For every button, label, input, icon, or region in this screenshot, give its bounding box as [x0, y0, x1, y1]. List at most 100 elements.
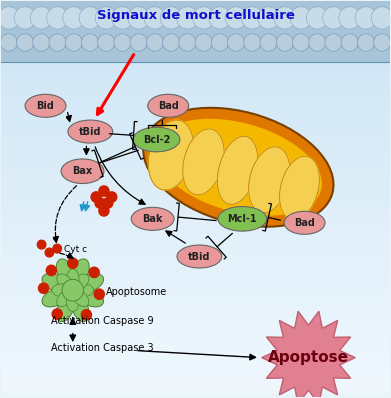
Polygon shape	[183, 129, 224, 195]
Circle shape	[94, 289, 104, 299]
Text: Bad: Bad	[294, 218, 315, 228]
Circle shape	[290, 7, 312, 29]
Ellipse shape	[74, 284, 94, 297]
Text: Mcl-1: Mcl-1	[228, 214, 257, 224]
Circle shape	[241, 7, 263, 29]
Circle shape	[37, 240, 46, 249]
Bar	[1, 65, 390, 70]
Bar	[1, 154, 390, 159]
Polygon shape	[149, 120, 194, 190]
Bar	[1, 85, 390, 90]
Text: Bcl-2: Bcl-2	[143, 135, 170, 144]
Circle shape	[111, 7, 133, 29]
Circle shape	[63, 7, 85, 29]
Text: Activation Caspase 9: Activation Caspase 9	[51, 316, 154, 326]
Bar	[1, 239, 390, 244]
Bar	[1, 16, 390, 21]
Ellipse shape	[155, 119, 322, 216]
Bar	[1, 164, 390, 169]
Bar	[1, 377, 390, 382]
Bar	[1, 50, 390, 55]
Bar	[1, 40, 390, 45]
Circle shape	[163, 34, 180, 51]
Bar	[1, 189, 390, 194]
Circle shape	[176, 7, 198, 29]
Circle shape	[103, 198, 113, 208]
Circle shape	[98, 34, 115, 51]
Bar	[1, 268, 390, 273]
Circle shape	[16, 34, 34, 51]
Bar	[1, 125, 390, 130]
Circle shape	[99, 206, 109, 216]
Circle shape	[325, 34, 342, 51]
Ellipse shape	[42, 273, 66, 291]
Circle shape	[193, 7, 215, 29]
Bar	[1, 263, 390, 268]
Bar	[1, 100, 390, 105]
Circle shape	[260, 34, 277, 51]
Bar	[1, 90, 390, 95]
Circle shape	[38, 283, 48, 293]
Text: Activation Caspase 3: Activation Caspase 3	[51, 343, 154, 353]
Bar	[1, 254, 390, 258]
Ellipse shape	[66, 292, 79, 312]
Circle shape	[276, 34, 293, 51]
Ellipse shape	[25, 94, 66, 117]
Bar	[1, 387, 390, 392]
Circle shape	[228, 34, 245, 51]
Circle shape	[49, 34, 66, 51]
Ellipse shape	[56, 259, 74, 283]
Text: tBid: tBid	[188, 252, 211, 261]
Text: Bid: Bid	[37, 101, 54, 111]
Bar	[1, 288, 390, 293]
Circle shape	[274, 7, 296, 29]
Bar	[1, 149, 390, 154]
Circle shape	[146, 34, 163, 51]
Bar	[1, 244, 390, 249]
Circle shape	[308, 34, 326, 51]
Circle shape	[160, 7, 182, 29]
Ellipse shape	[148, 94, 189, 117]
Circle shape	[0, 34, 17, 51]
Bar	[1, 60, 390, 65]
Circle shape	[107, 192, 117, 202]
Text: Bax: Bax	[72, 166, 93, 176]
Bar	[1, 30, 390, 35]
Bar	[1, 318, 390, 323]
Bar	[1, 353, 390, 358]
Bar	[1, 313, 390, 318]
Circle shape	[323, 7, 344, 29]
Bar	[1, 55, 390, 60]
Bar	[1, 110, 390, 115]
Bar	[1, 135, 390, 140]
Circle shape	[357, 34, 375, 51]
Circle shape	[47, 7, 68, 29]
Text: Apoptosome: Apoptosome	[106, 287, 167, 297]
Circle shape	[195, 34, 212, 51]
Circle shape	[30, 7, 52, 29]
Ellipse shape	[61, 159, 104, 183]
Ellipse shape	[131, 207, 174, 230]
Text: Cyt c: Cyt c	[64, 245, 87, 254]
Ellipse shape	[72, 290, 89, 306]
Bar	[1, 174, 390, 179]
Bar	[1, 368, 390, 373]
Bar	[1, 308, 390, 313]
Bar	[1, 219, 390, 224]
Circle shape	[209, 7, 231, 29]
Bar	[1, 1, 390, 6]
Bar	[1, 199, 390, 204]
Bar	[1, 363, 390, 368]
Circle shape	[374, 34, 391, 51]
Circle shape	[114, 34, 131, 51]
Ellipse shape	[72, 297, 89, 322]
Polygon shape	[280, 156, 319, 220]
Bar	[1, 229, 390, 234]
Text: Bak: Bak	[142, 214, 163, 224]
Circle shape	[244, 34, 261, 51]
Circle shape	[258, 7, 280, 29]
Bar	[1, 140, 390, 144]
Circle shape	[91, 192, 101, 202]
Circle shape	[79, 7, 101, 29]
Bar	[1, 130, 390, 135]
